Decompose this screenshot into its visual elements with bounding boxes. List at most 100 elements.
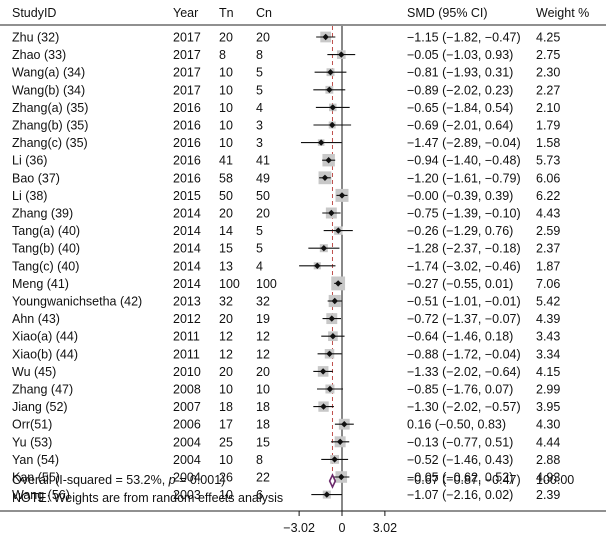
study-year-text: 2014 [173,242,201,256]
study-year-text: 2003 [173,488,201,502]
study-cn-text: 18 [256,418,270,432]
study-year-text: 2010 [173,365,201,379]
study-tn-text: 17 [219,418,233,432]
header-study-id: StudyID [12,6,56,20]
study-id-text: Li (38) [12,189,47,203]
x-tick-label: 3.02 [373,521,397,535]
study-ci-text: −0.85 (−1.76, 0.07) [407,383,513,397]
study-tn-text: 10 [219,66,233,80]
study-cn-text: 3 [256,136,263,150]
study-id-text: Zhang (39) [12,207,73,221]
study-tn-text: 15 [219,242,233,256]
study-cn-text: 6 [256,488,263,502]
study-cn-text: 15 [256,435,270,449]
study-weight-text: 2.75 [536,48,560,62]
study-ci-text: −0.65 (−1.84, 0.54) [407,101,513,115]
study-point-estimate [334,280,342,287]
study-tn-text: 14 [219,224,233,238]
study-ci-text: −0.94 (−1.40, −0.48) [407,154,521,168]
study-id-text: Yu (53) [12,435,52,449]
study-row: Tang(c) (40) 2014 13 4 −1.74 (−3.02, −0.46) 1… [12,259,560,273]
study-tn-text: 10 [219,453,233,467]
study-weight-text: 3.43 [536,330,560,344]
study-cn-text: 22 [256,471,270,485]
study-tn-text: 18 [219,400,233,414]
study-point-estimate [326,86,333,93]
study-ci-text: −0.26 (−1.29, 0.76) [407,224,513,238]
study-row: Xiao(b) (44) 2011 12 12 −0.88 (−1.72, −0.04)… [12,347,560,361]
header-smd-ci: SMD (95% CI) [407,6,488,20]
study-year-text: 2014 [173,207,201,221]
study-point-estimate [325,157,332,164]
study-cn-text: 3 [256,119,263,133]
study-cn-text: 20 [256,207,270,221]
study-ci-text: −0.89 (−2.02, 0.23) [407,83,513,97]
study-cn-text: 20 [256,365,270,379]
study-tn-text: 20 [219,207,233,221]
study-cn-text: 8 [256,453,263,467]
study-row: Zhang(b) (35) 2016 10 3 −0.69 (−2.01, 0.64) 1… [12,119,560,133]
study-tn-text: 12 [219,330,233,344]
study-weight-text: 4.25 [536,31,560,45]
study-ci-text: −0.00 (−0.39, 0.39) [407,189,513,203]
study-row: Zhu (32) 2017 20 20 −1.15 (−1.82, −0.47) 4.25 [12,31,560,45]
study-tn-text: 10 [219,83,233,97]
study-weight-text: 2.27 [536,83,560,97]
study-point-estimate [328,209,335,217]
study-tn-text: 13 [219,259,233,273]
study-point-estimate [329,104,336,111]
study-tn-text: 26 [219,471,233,485]
overall-diamond [328,473,337,489]
study-weight-text: 2.37 [536,242,560,256]
study-cn-text: 41 [256,154,270,168]
study-ci-text: −0.81 (−1.93, 0.31) [407,66,513,80]
study-id-text: Zhang (47) [12,383,73,397]
study-row: Meng (41) 2014 100 100 −0.27 (−0.55, 0.01) 7.… [12,276,560,291]
study-id-text: Tang(b) (40) [12,242,80,256]
study-ci-text: −1.47 (−2.89, −0.04) [407,136,521,150]
study-row: Wang (56) 2003 10 6 −1.07 (−2.16, 0.02) 2.39 [12,488,560,502]
study-id-text: Xiao(a) (44) [12,330,78,344]
study-id-text: Ahn (43) [12,312,60,326]
study-point-estimate [329,121,336,129]
study-ci-text: −0.27 (−0.55, 0.01) [407,277,513,291]
study-weight-text: 2.88 [536,453,560,467]
study-tn-text: 10 [219,488,233,502]
study-weight-text: 2.99 [536,383,560,397]
study-row: Yu (53) 2004 25 15 −0.13 (−0.77, 0.51) 4.44 [12,435,560,449]
study-point-estimate [321,174,329,181]
study-year-text: 2008 [173,383,201,397]
study-tn-text: 50 [219,189,233,203]
study-weight-text: 2.30 [536,66,560,80]
study-point-estimate [327,69,334,76]
study-cn-text: 4 [256,101,263,115]
study-cn-text: 4 [256,259,263,273]
study-ci-text: −1.15 (−1.82, −0.47) [407,31,521,45]
study-year-text: 2017 [173,83,201,97]
study-id-text: Meng (41) [12,277,69,291]
study-ci-text: −0.05 (−1.03, 0.93) [407,48,513,62]
study-id-text: Xiao(b) (44) [12,347,78,361]
study-cn-text: 10 [256,383,270,397]
study-id-text: Tang(c) (40) [12,259,79,273]
study-id-text: Zhang(b) (35) [12,119,88,133]
study-cn-text: 49 [256,171,270,185]
study-weight-text: 7.06 [536,277,560,291]
study-row: Zhang(c) (35) 2016 10 3 −1.47 (−2.89, −0.04)… [12,136,560,150]
study-point-estimate [336,438,344,445]
study-cn-text: 19 [256,312,270,326]
study-tn-text: 20 [219,31,233,45]
study-tn-text: 58 [219,171,233,185]
study-point-estimate [328,315,335,322]
study-row: Bao (37) 2016 58 49 −1.20 (−1.61, −0.79) 6.06 [12,171,560,185]
study-year-text: 2004 [173,453,201,467]
study-ci-text: −0.75 (−1.39, −0.10) [407,207,521,221]
study-year-text: 2013 [173,295,201,309]
study-ci-text: −1.07 (−2.16, 0.02) [407,488,513,502]
study-point-estimate [319,368,327,375]
study-year-text: 2016 [173,171,201,185]
study-weight-text: 1.58 [536,136,560,150]
study-tn-text: 12 [219,347,233,361]
study-cn-text: 5 [256,224,263,238]
study-ci-text: −0.05 (−0.62, 0.52) [407,471,513,485]
